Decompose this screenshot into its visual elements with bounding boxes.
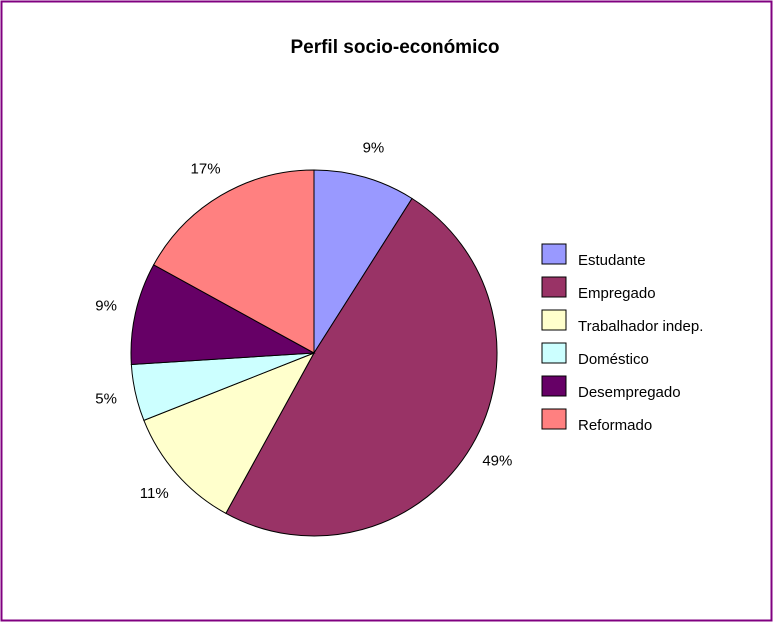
legend-swatch xyxy=(541,408,567,430)
pie-slice xyxy=(225,197,498,537)
legend-label: Trabalhador indep. xyxy=(578,318,703,335)
legend-swatch xyxy=(541,243,567,265)
chart-title: Perfil socio-económico xyxy=(290,37,499,58)
legend-label: Empregado xyxy=(578,285,656,302)
data-label: 17% xyxy=(191,161,221,178)
pie-slice xyxy=(313,169,413,355)
legend-label: Doméstico xyxy=(578,351,649,368)
legend-label: Estudante xyxy=(578,252,646,269)
pie-slice xyxy=(130,264,316,366)
data-label: 5% xyxy=(95,390,117,407)
legend-swatch xyxy=(541,276,567,298)
pie-slice xyxy=(143,352,316,515)
data-label: 9% xyxy=(363,139,385,156)
pie-slice xyxy=(152,169,315,354)
legend-swatch xyxy=(541,375,567,397)
data-label: 9% xyxy=(95,298,117,315)
data-label: 11% xyxy=(140,485,169,502)
data-label: 49% xyxy=(482,452,512,469)
legend-swatch xyxy=(541,342,567,364)
legend-label: Desempregado xyxy=(578,384,681,401)
legend-label: Reformado xyxy=(578,417,652,434)
legend-swatch xyxy=(541,309,567,331)
